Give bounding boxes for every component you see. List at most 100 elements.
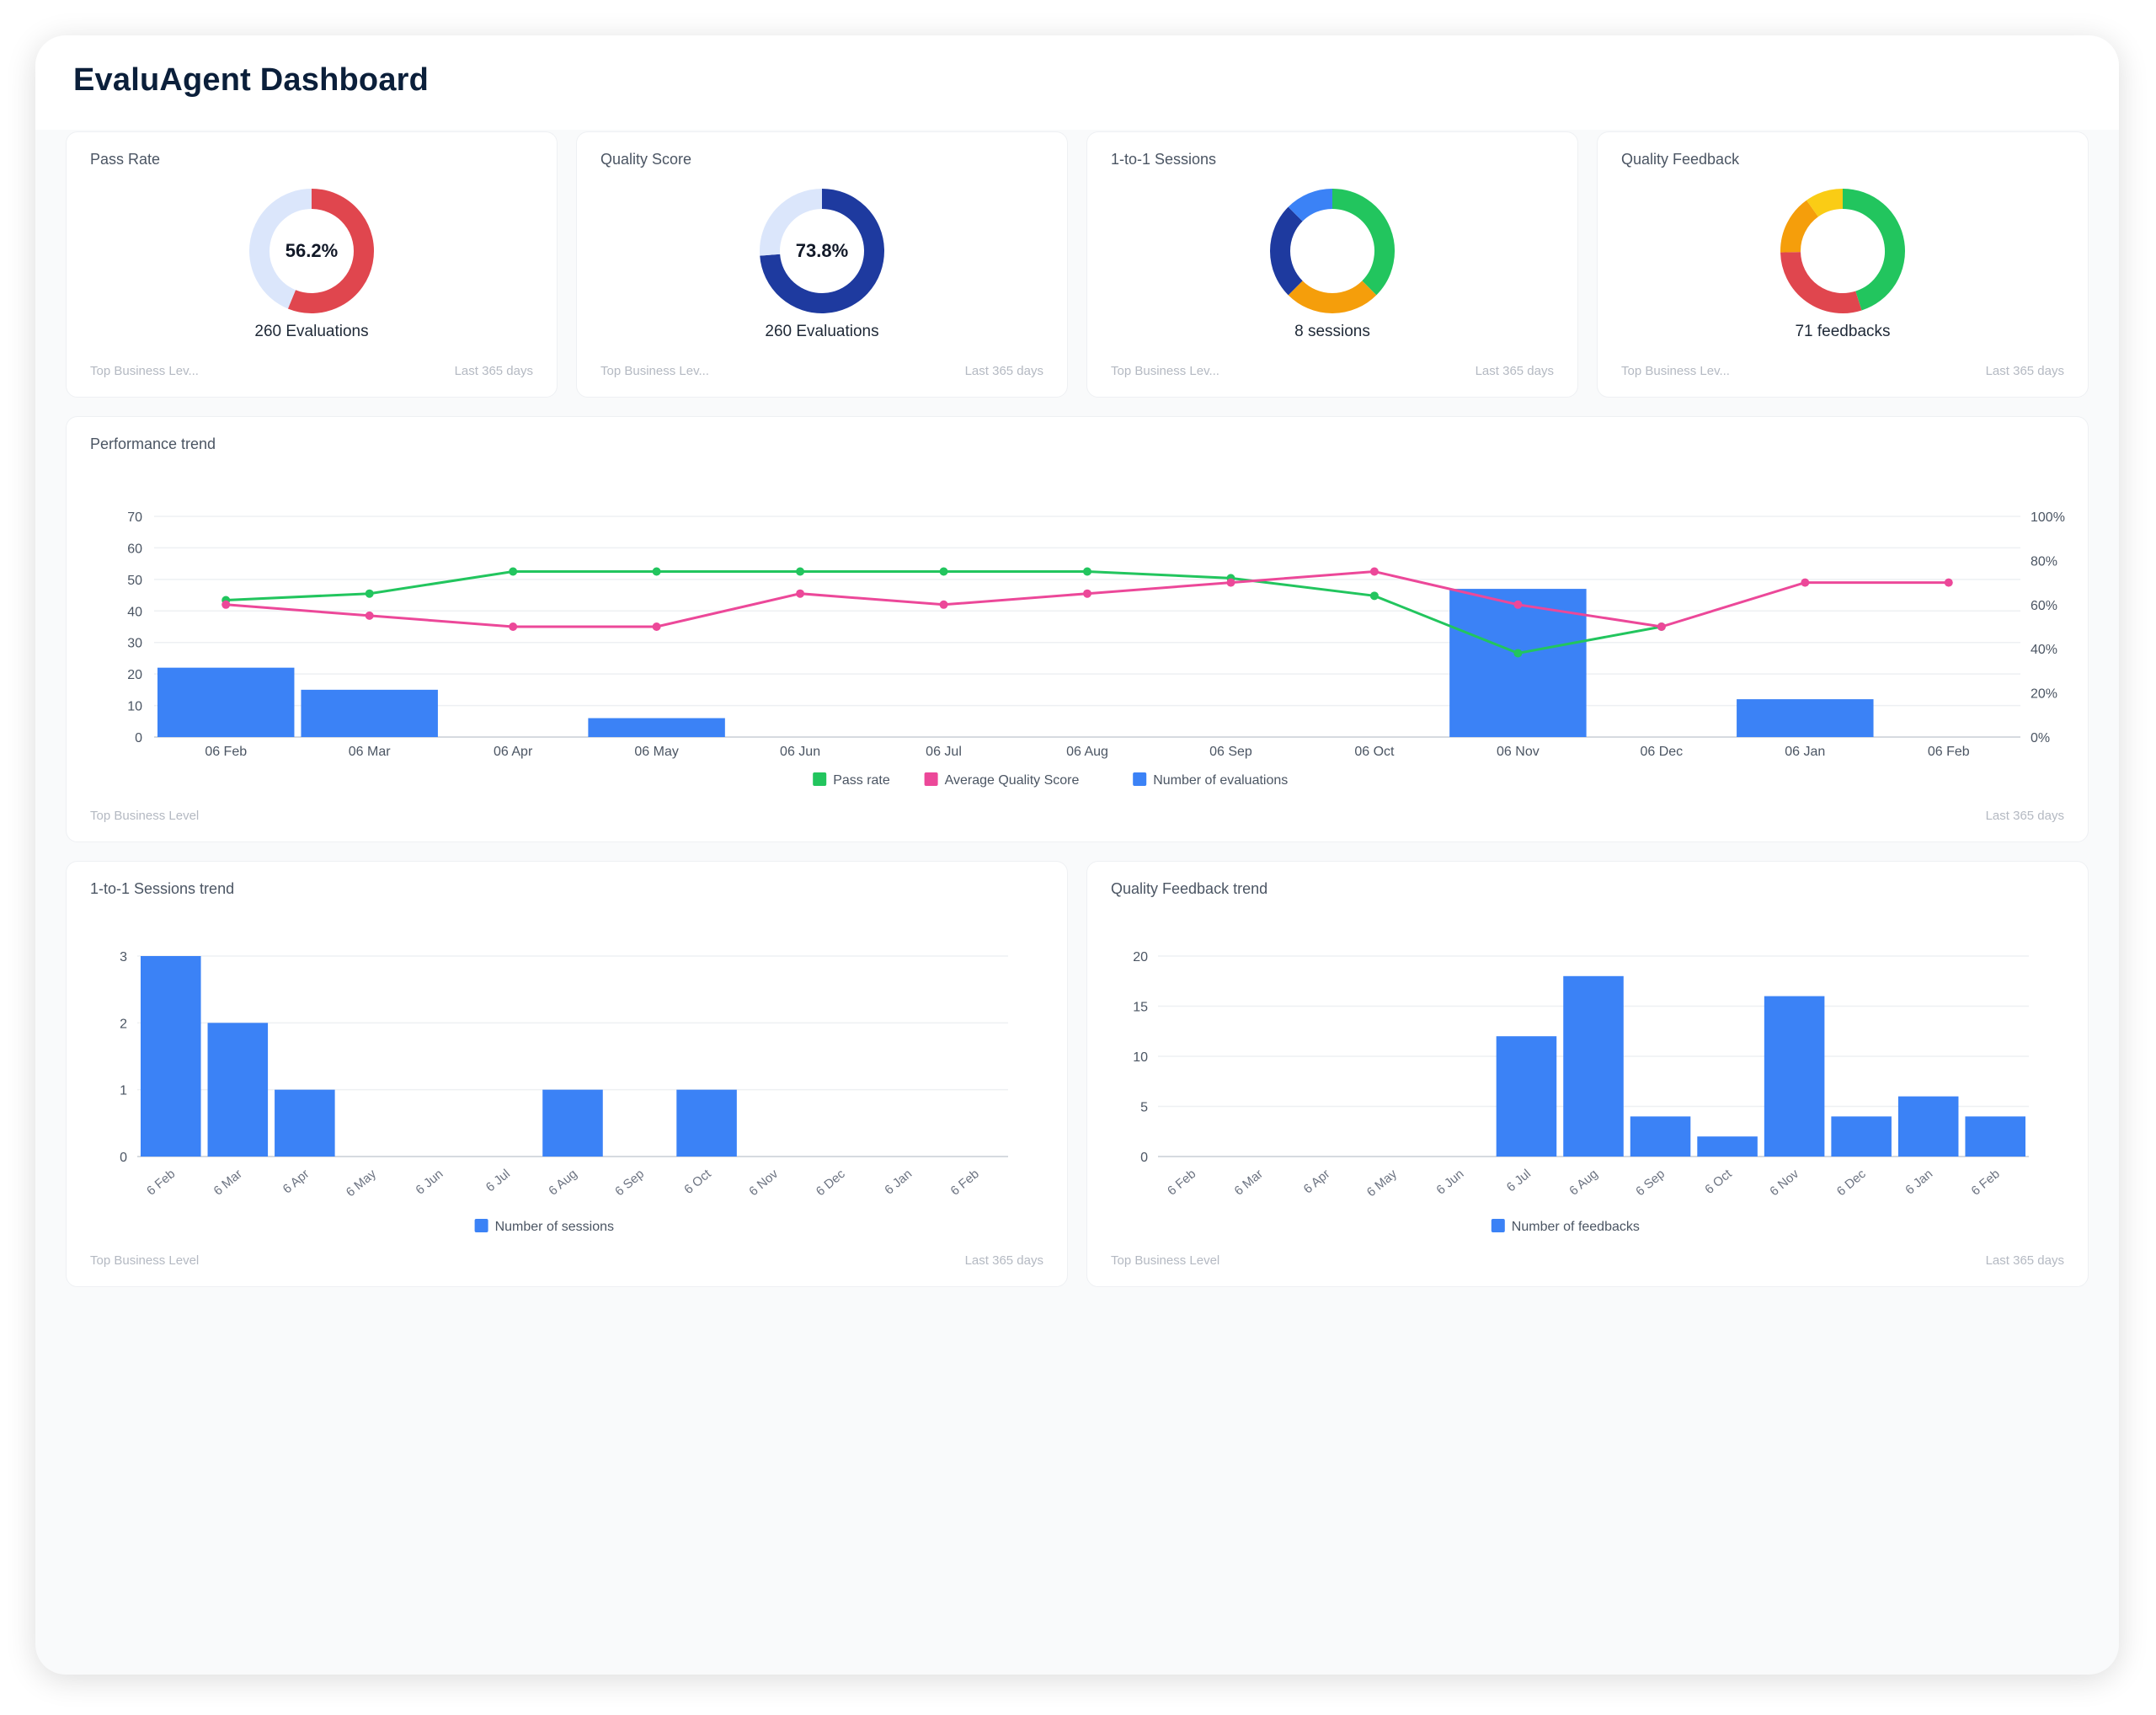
- legend-swatch: [1491, 1219, 1505, 1232]
- x-tick-label: 06 Feb: [205, 745, 247, 759]
- series-line: [226, 570, 1662, 654]
- y2-tick-label: 20%: [2031, 687, 2057, 702]
- trend-bar: [1831, 1116, 1892, 1157]
- data-point: [509, 567, 518, 576]
- donut-segment: [760, 189, 823, 256]
- x-tick-label: 6 Oct: [1702, 1167, 1735, 1198]
- y-tick-label: 2: [120, 1017, 127, 1031]
- x-tick-label: 6 Feb: [947, 1167, 981, 1199]
- y-tick-label: 70: [127, 510, 142, 525]
- pass-rate-card[interactable]: Pass Rate 56.2% 260 Evaluations Top Busi…: [66, 131, 558, 398]
- x-tick-label: 6 Sep: [1633, 1167, 1668, 1199]
- y-tick-label: 20: [127, 668, 142, 682]
- scope-label: Top Business Lev...: [1111, 364, 1219, 378]
- trend-bar: [1496, 1036, 1557, 1157]
- legend-swatch: [813, 772, 827, 786]
- x-tick-label: 6 Feb: [144, 1167, 178, 1199]
- y2-tick-label: 0%: [2031, 731, 2050, 745]
- data-point: [652, 567, 661, 576]
- card-title: Quality Feedback: [1621, 151, 1740, 168]
- data-point: [796, 567, 805, 576]
- card-title: Quality Feedback trend: [1111, 880, 1268, 897]
- legend-item: Number of evaluations: [1133, 772, 1288, 788]
- period-label: Last 365 days: [1985, 1253, 2064, 1268]
- x-tick-label: 6 Jan: [1903, 1167, 1935, 1198]
- legend-swatch: [1133, 772, 1147, 786]
- evaluations-bar: [1737, 699, 1874, 737]
- sessions-center-value: [1266, 184, 1399, 318]
- legend-item: Number of sessions: [474, 1219, 614, 1234]
- donut-segment: [249, 189, 312, 309]
- period-label: Last 365 days: [964, 364, 1043, 378]
- legend-label: Average Quality Score: [945, 773, 1080, 788]
- performance-trend-card: Performance trend 0 10 20 30 40 50 60 70 0% 20% 40…: [66, 416, 2089, 842]
- donut-segment: [1270, 206, 1304, 296]
- x-tick-label: 6 May: [344, 1167, 380, 1200]
- x-tick-label: 06 May: [634, 745, 678, 759]
- quality-score-card[interactable]: Quality Score 73.8% 260 Evaluations Top …: [576, 131, 1068, 398]
- quality-feedback-card[interactable]: Quality Feedback 71 feedbacks Top Busine…: [1597, 131, 2089, 398]
- trend-bar: [1965, 1116, 2025, 1157]
- x-tick-label: 6 Aug: [1566, 1167, 1600, 1199]
- data-point: [939, 567, 948, 576]
- y-tick-label: 1: [120, 1084, 127, 1098]
- sessions-donut: [1270, 189, 1395, 313]
- donut-segment: [1331, 189, 1395, 296]
- trend-bar: [1697, 1136, 1758, 1157]
- data-point: [1226, 578, 1235, 587]
- trend-bar: [141, 956, 201, 1157]
- x-tick-label: 6 Jan: [882, 1167, 915, 1198]
- x-tick-label: 06 Sep: [1209, 745, 1252, 759]
- x-tick-label: 6 Apr: [280, 1167, 312, 1197]
- donut-segment: [1806, 189, 1844, 217]
- x-tick-label: 06 Nov: [1497, 745, 1540, 759]
- scope-label: Top Business Level: [90, 809, 200, 823]
- data-point: [1513, 600, 1523, 609]
- data-point: [365, 611, 374, 620]
- header-bar: EvaluAgent Dashboard: [35, 35, 2119, 130]
- data-point: [1657, 622, 1666, 631]
- donut-segment: [1842, 189, 1905, 311]
- data-point: [509, 622, 518, 631]
- trend-bar: [1897, 1096, 1959, 1157]
- sessions-card[interactable]: 1-to-1 Sessions 8 sessions Top Business …: [1086, 131, 1578, 398]
- legend-item: Number of feedbacks: [1491, 1219, 1640, 1234]
- y-tick-label: 10: [1133, 1050, 1148, 1065]
- legend-label: Number of feedbacks: [1512, 1220, 1640, 1234]
- evaluations-bar: [588, 718, 725, 737]
- y2-tick-label: 40%: [2031, 643, 2057, 657]
- y-tick-label: 15: [1133, 1001, 1148, 1015]
- y2-tick-label: 100%: [2031, 510, 2065, 525]
- donut-segment: [1780, 200, 1819, 253]
- x-tick-label: 06 Dec: [1640, 745, 1683, 759]
- evaluations-count: 260 Evaluations: [254, 323, 369, 340]
- period-label: Last 365 days: [1985, 809, 2064, 823]
- x-tick-label: 6 Dec: [1834, 1167, 1869, 1199]
- pass-rate-donut: [249, 189, 374, 313]
- donut-segment: [1288, 280, 1377, 313]
- sessions-trend-chart: 0 1 2 3 6 Feb 6 Mar 6 Apr 6 May 6 Jun 6 Jul 6 Aug 6…: [120, 950, 1008, 1234]
- trend-bar: [275, 1089, 335, 1157]
- data-point: [1944, 578, 1953, 587]
- x-tick-label: 6 Aug: [546, 1167, 579, 1199]
- donut-segment: [1780, 251, 1862, 313]
- y-tick-label: 30: [127, 637, 142, 651]
- legend-swatch: [924, 772, 938, 786]
- scope-label: Top Business Lev...: [90, 364, 199, 378]
- x-tick-label: 6 Dec: [814, 1167, 848, 1199]
- quality-feedback-donut: [1780, 189, 1905, 313]
- y-tick-label: 40: [127, 605, 142, 619]
- sessions-count: 8 sessions: [1294, 323, 1370, 340]
- card-title: 1-to-1 Sessions trend: [90, 880, 235, 897]
- feedback-center-value: [1776, 184, 1909, 318]
- legend-label: Pass rate: [833, 773, 890, 788]
- feedback-trend-chart: 0 5 10 15 20 6 Feb 6 Mar 6 Apr 6 May 6 Jun 6 Jul 6 …: [1133, 950, 2029, 1234]
- trend-bar: [1630, 1116, 1691, 1157]
- sessions-trend-card: 1-to-1 Sessions trend 0 1 2 3 6 Feb 6 Mar 6 Ap…: [66, 861, 1068, 1287]
- data-point: [939, 600, 948, 609]
- data-point: [365, 589, 374, 598]
- x-tick-label: 6 May: [1364, 1167, 1401, 1200]
- period-label: Last 365 days: [454, 364, 533, 378]
- x-tick-label: 06 Apr: [494, 745, 533, 759]
- scope-label: Top Business Lev...: [600, 364, 709, 378]
